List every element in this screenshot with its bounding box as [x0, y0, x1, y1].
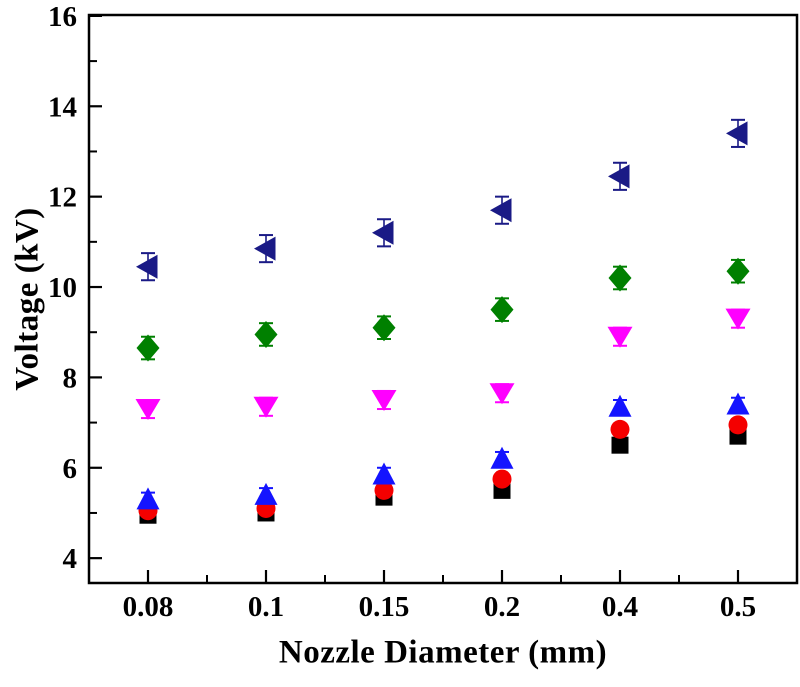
marker-triangle-left: [372, 220, 394, 245]
marker-circle: [610, 419, 630, 439]
x-tick-label: 0.1: [248, 591, 284, 623]
marker-triangle-up: [254, 482, 278, 505]
marker-diamond: [608, 264, 632, 292]
marker-triangle-left: [726, 121, 748, 146]
x-tick-label: 0.08: [123, 591, 174, 623]
marker-triangle-up: [136, 487, 160, 510]
marker-triangle-down: [135, 399, 161, 421]
marker-triangle-up: [490, 446, 514, 469]
marker-triangle-down: [253, 396, 279, 418]
marker-diamond: [254, 320, 278, 348]
marker-triangle-left: [608, 164, 630, 189]
y-tick-label: 8: [63, 362, 78, 394]
y-tick-label: 4: [63, 543, 78, 575]
x-tick-label: 0.2: [484, 591, 520, 623]
x-axis-title: Nozzle Diameter (mm): [278, 634, 608, 671]
marker-triangle-up: [372, 462, 396, 485]
x-tick-label: 0.5: [720, 591, 756, 623]
marker-diamond: [372, 314, 396, 342]
y-tick-label: 10: [48, 272, 77, 304]
y-tick-label: 6: [63, 453, 78, 485]
marker-triangle-down: [489, 383, 515, 405]
x-tick-label: 0.15: [359, 591, 410, 623]
marker-triangle-down: [725, 308, 751, 330]
y-tick-label: 12: [48, 182, 77, 214]
marker-diamond: [726, 257, 750, 285]
marker-triangle-up: [608, 394, 632, 417]
marker-triangle-left: [136, 254, 158, 279]
marker-circle: [492, 469, 512, 489]
y-axis-title: Voltage (kV): [9, 207, 46, 391]
marker-circle: [374, 480, 394, 500]
y-tick-label: 16: [48, 1, 77, 33]
marker-triangle-left: [254, 236, 276, 261]
x-tick-label: 0.4: [602, 591, 638, 623]
marker-diamond: [136, 334, 160, 362]
marker-triangle-down: [371, 389, 397, 411]
marker-triangle-down: [607, 326, 633, 348]
marker-triangle-left: [490, 198, 512, 223]
marker-circle: [728, 415, 748, 435]
marker-square: [611, 436, 629, 454]
marker-triangle-up: [726, 392, 750, 415]
plot-border: [87, 13, 799, 585]
marker-diamond: [490, 296, 514, 324]
y-tick-label: 14: [48, 91, 77, 123]
